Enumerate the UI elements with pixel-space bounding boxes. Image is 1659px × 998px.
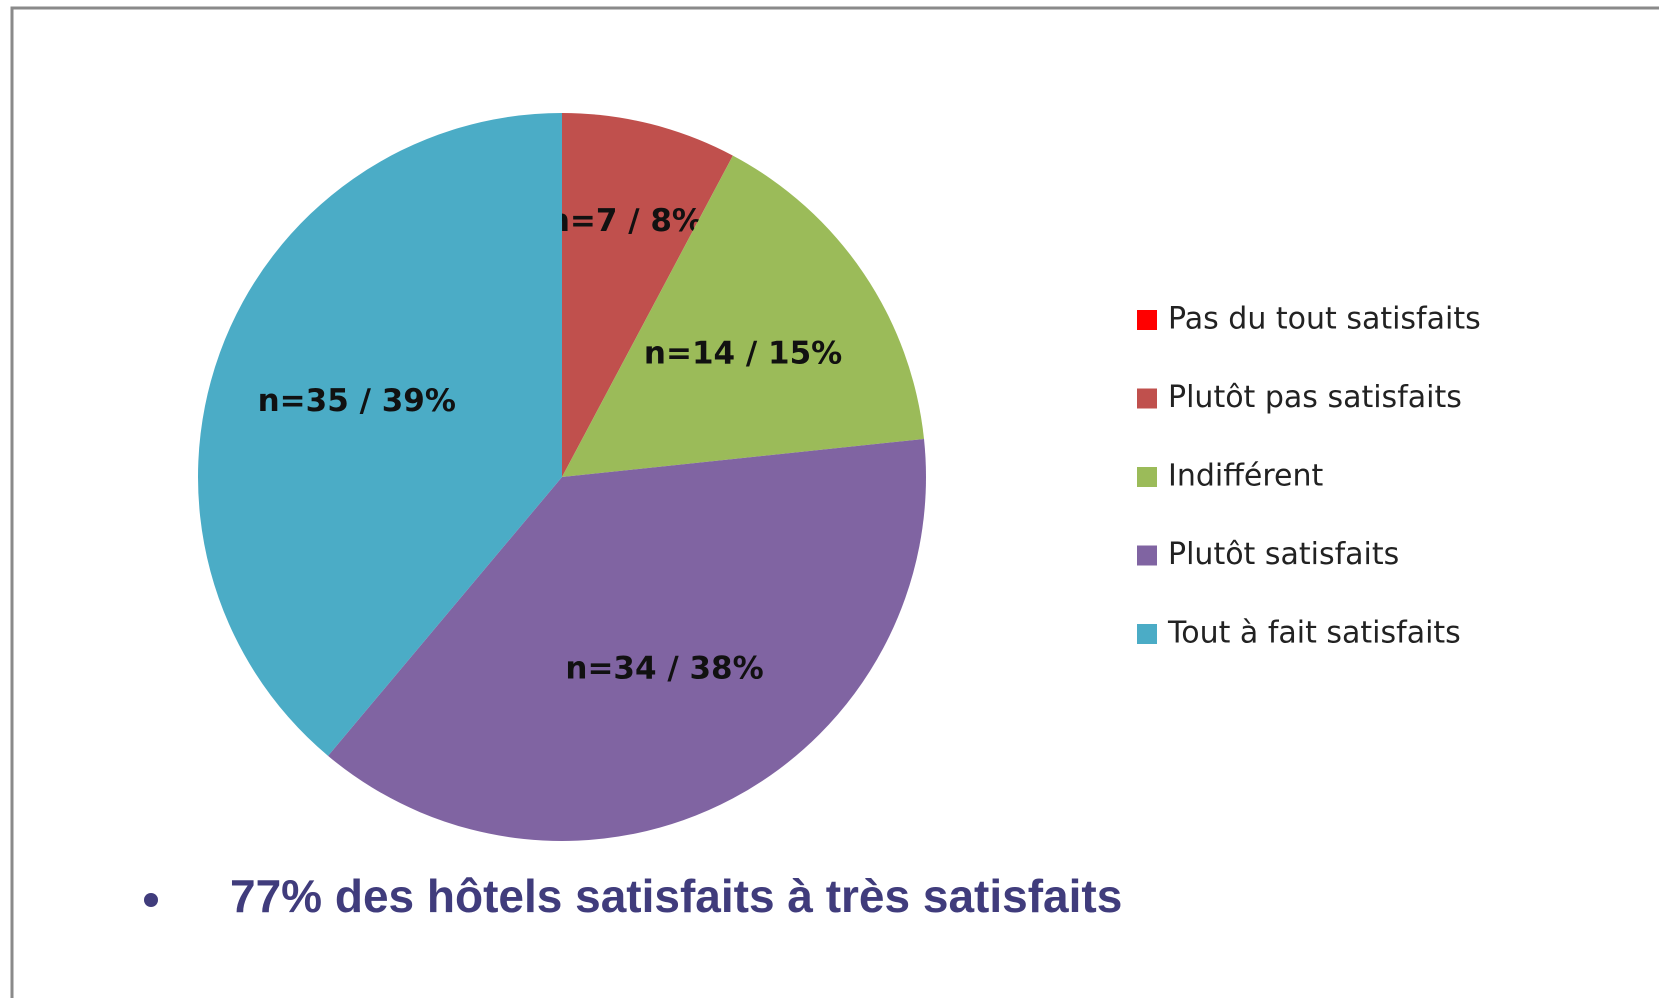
legend-swatch — [1137, 467, 1157, 487]
frame — [10, 6, 1659, 998]
data-label: n=35 / 39% — [258, 383, 456, 419]
legend-swatch — [1137, 624, 1157, 644]
data-label: n=34 / 38% — [565, 650, 763, 686]
data-label: n=7 / 8% — [548, 203, 703, 239]
legend-label: Tout à fait satisfaits — [1167, 616, 1461, 651]
pie-slice — [197, 113, 562, 756]
data-label: n=14 / 15% — [644, 335, 842, 371]
pie-slice — [562, 113, 733, 477]
legend-label: Plutôt pas satisfaits — [1168, 380, 1462, 415]
legend-label: Indifférent — [1168, 459, 1324, 494]
legend-swatch — [1137, 310, 1157, 330]
pie-slice — [328, 438, 927, 842]
legend-swatch — [1137, 545, 1157, 566]
pie-slice — [562, 155, 925, 478]
footer: 77% des hôtels satisfaits à très satisfa… — [230, 870, 1122, 922]
legend-swatch — [1137, 388, 1157, 409]
legend-label: Plutôt satisfaits — [1168, 537, 1399, 572]
legend-label: Pas du tout satisfaits — [1168, 302, 1481, 337]
bullet — [144, 893, 158, 907]
